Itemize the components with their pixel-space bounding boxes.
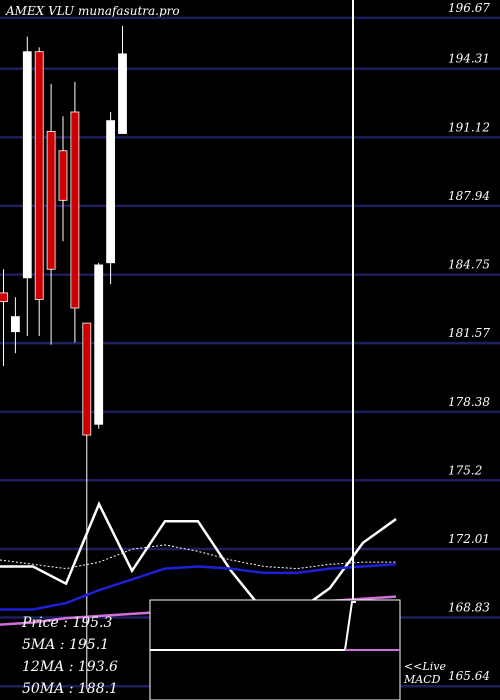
y-tick-label: 194.31 [448, 52, 490, 66]
candle-body [82, 322, 92, 436]
y-tick-label: 178.38 [448, 395, 490, 409]
candle-body [94, 264, 104, 425]
y-tick-label: 191.12 [448, 120, 490, 134]
series-line-price [0, 500, 397, 613]
y-tick-label: 187.94 [448, 189, 490, 203]
y-tick-label: 184.75 [448, 258, 490, 272]
macd-line [150, 601, 356, 651]
candle-body [46, 130, 56, 270]
candle-body [34, 51, 44, 300]
macd-label-1: <<Live [404, 660, 446, 673]
candle-body [58, 150, 68, 201]
y-tick-label: 172.01 [448, 532, 490, 546]
candle-body [22, 51, 32, 279]
chart-title: AMEX VLU munafasutra.pro [6, 4, 180, 18]
macd-label-2: MACD [404, 673, 441, 686]
y-tick-label: 168.83 [448, 601, 490, 615]
y-tick-label: 165.64 [448, 669, 490, 683]
candle-body [106, 120, 115, 264]
series-line-5ma [0, 544, 396, 570]
legend-price: Price : 195.3 [22, 615, 113, 631]
candle-body [0, 292, 8, 302]
series-line-12ma [0, 563, 397, 611]
legend-5ma: 5MA : 195.1 [22, 637, 110, 653]
y-tick-label: 181.57 [448, 326, 490, 340]
legend-12ma: 12MA : 193.6 [22, 659, 118, 675]
y-tick-label: 175.2 [448, 463, 482, 477]
candle-body [118, 53, 127, 134]
legend-50ma: 50MA : 188.1 [22, 681, 118, 697]
candle-body [10, 316, 20, 333]
candle-body [70, 111, 80, 309]
y-tick-label: 196.67 [448, 1, 490, 15]
